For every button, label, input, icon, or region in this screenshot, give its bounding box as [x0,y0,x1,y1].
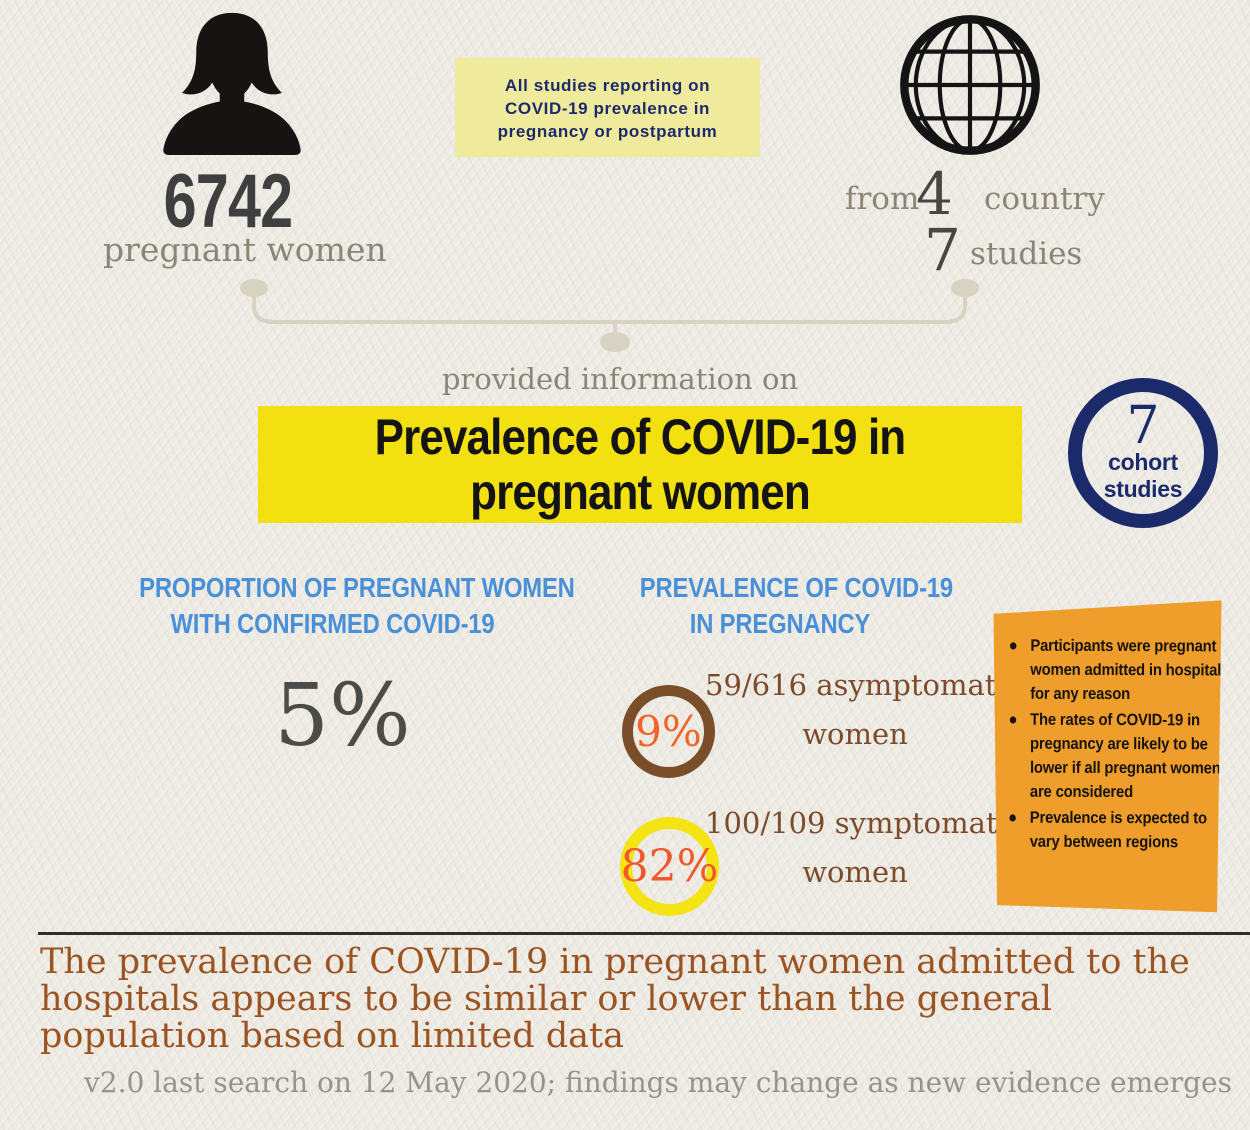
asymptomatic-rate-ring: 9% [622,685,715,778]
cohort-word: cohort [1108,449,1178,475]
cohort-count: 7 [1126,396,1160,456]
left-heading-line: PROPORTION OF PREGNANT WOMEN [139,572,575,603]
caveats-panel: ● Participants were pregnant women admit… [992,600,1221,916]
left-column-heading: PROPORTION OF PREGNANT WOMEN WITH CONFIR… [139,570,575,642]
connector-bracket [240,279,979,352]
caveat-item: ● Prevalence is expected to vary between… [1003,806,1223,855]
country-count: 4 [916,160,953,228]
right-column-heading: PREVALENCE OF COVID-19 IN PREGNANCY [639,570,953,642]
asymptomatic-stat-label: 59/616 asymptomatic women [705,668,1022,751]
left-heading-line: WITH CONFIRMED COVID-19 [170,608,495,639]
country-label: country [984,181,1105,217]
pregnant-woman-icon [163,12,301,155]
from-label: from [845,181,920,217]
divider-rule [38,932,1250,935]
lead-text: provided information on [441,362,799,396]
studies-count: 7 [924,216,961,284]
confirmed-covid-proportion-value: 5% [274,666,411,766]
asymptomatic-rate-value: 9% [635,707,702,756]
summary-line: population based on limited data [40,1016,624,1056]
main-title-line: pregnant women [470,464,811,520]
cohort-word: studies [1103,476,1183,502]
right-heading-line: IN PREGNANCY [689,608,871,639]
scope-note-line: All studies reporting on [504,76,711,95]
pregnant-women-count-label: pregnant women [103,230,387,269]
main-title-line: Prevalence of COVID-19 in [374,409,907,465]
summary-statement: The prevalence of COVID-19 in pregnant w… [40,944,1210,1055]
studies-label: studies [970,236,1083,272]
scope-note-box: All studies reporting on COVID-19 preval… [455,58,760,157]
right-heading-line: PREVALENCE OF COVID-19 [639,572,953,603]
caveat-text: Participants were pregnant women admitte… [1030,636,1222,704]
stat-label-line: 59/616 asymptomatic [705,668,1022,702]
bullet-dot-icon: ● [1008,636,1018,655]
bullet-dot-icon: ● [1008,710,1018,729]
version-note: v2.0 last search on 12 May 2020; finding… [83,1066,1232,1099]
symptomatic-stat-label: 100/109 symptomatic women [705,806,1024,889]
scope-note-line: COVID-19 prevalence in [505,99,710,118]
globe-icon [900,15,1040,155]
summary-line: The prevalence of COVID-19 in pregnant w… [40,942,1190,982]
cohort-studies-badge: 7 cohort studies [1068,378,1218,528]
caveat-text: Prevalence is expected to vary between r… [1029,808,1207,852]
symptomatic-rate-value: 82% [620,841,719,892]
summary-line: hospitals appears to be similar or lower… [40,979,1052,1019]
pregnant-women-count: 6742 [163,159,294,244]
stat-label-line: women [802,717,908,751]
main-title-banner: Prevalence of COVID-19 in pregnant women [258,406,1022,523]
caveat-item: ● Participants were pregnant women admit… [1003,634,1223,707]
caveat-text: The rates of COVID-19 in pregnancy are l… [1029,710,1221,802]
stat-label-line: 100/109 symptomatic [705,806,1024,840]
scope-note-line: pregnancy or postpartum [497,122,718,141]
caveat-item: ● The rates of COVID-19 in pregnancy are… [1003,708,1223,805]
bullet-dot-icon: ● [1008,808,1018,827]
stat-label-line: women [802,855,908,889]
